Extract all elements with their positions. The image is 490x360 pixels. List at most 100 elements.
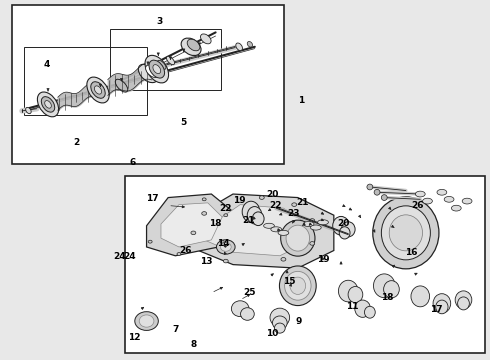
- Ellipse shape: [365, 306, 375, 318]
- Text: 18: 18: [381, 292, 393, 302]
- Ellipse shape: [381, 195, 387, 201]
- Text: 22: 22: [269, 202, 282, 210]
- Ellipse shape: [339, 280, 358, 302]
- Ellipse shape: [462, 198, 472, 204]
- Ellipse shape: [153, 65, 161, 73]
- Text: 17: 17: [430, 305, 442, 314]
- Ellipse shape: [384, 281, 399, 298]
- Ellipse shape: [181, 38, 201, 55]
- Text: 14: 14: [217, 238, 229, 248]
- Ellipse shape: [41, 96, 55, 112]
- Ellipse shape: [367, 184, 373, 190]
- Ellipse shape: [274, 323, 285, 333]
- Ellipse shape: [115, 79, 128, 92]
- Ellipse shape: [145, 55, 169, 83]
- Ellipse shape: [217, 240, 235, 254]
- Ellipse shape: [242, 201, 260, 222]
- Polygon shape: [179, 194, 334, 268]
- Ellipse shape: [455, 291, 472, 309]
- Text: 19: 19: [317, 255, 330, 264]
- Text: 9: 9: [295, 317, 302, 325]
- Ellipse shape: [444, 197, 454, 202]
- Text: 19: 19: [233, 197, 245, 205]
- Text: 21: 21: [243, 216, 255, 225]
- Text: 18: 18: [209, 219, 222, 228]
- Polygon shape: [204, 204, 305, 256]
- Ellipse shape: [241, 308, 254, 320]
- Ellipse shape: [373, 274, 395, 298]
- Ellipse shape: [278, 230, 289, 235]
- Text: 10: 10: [266, 328, 278, 338]
- Ellipse shape: [318, 220, 328, 225]
- Text: 12: 12: [128, 333, 141, 342]
- FancyBboxPatch shape: [125, 176, 485, 353]
- Ellipse shape: [339, 227, 350, 239]
- Ellipse shape: [303, 221, 314, 226]
- Text: 21: 21: [296, 198, 309, 207]
- Text: 22: 22: [219, 204, 232, 213]
- Ellipse shape: [281, 257, 286, 261]
- Ellipse shape: [281, 220, 315, 256]
- Text: 6: 6: [129, 158, 135, 167]
- Ellipse shape: [148, 240, 152, 243]
- Text: 7: 7: [172, 325, 179, 334]
- Ellipse shape: [157, 60, 166, 69]
- Ellipse shape: [202, 212, 207, 215]
- Ellipse shape: [436, 300, 448, 314]
- Text: 4: 4: [43, 60, 50, 69]
- Ellipse shape: [224, 214, 228, 217]
- Text: 8: 8: [191, 341, 196, 349]
- Text: 16: 16: [405, 248, 418, 257]
- Text: 11: 11: [345, 302, 358, 311]
- Polygon shape: [161, 203, 222, 247]
- Ellipse shape: [146, 65, 158, 77]
- Text: 13: 13: [199, 256, 212, 265]
- Text: 23: 23: [287, 209, 299, 217]
- Ellipse shape: [220, 240, 224, 243]
- Ellipse shape: [342, 222, 355, 237]
- Ellipse shape: [374, 189, 380, 195]
- Ellipse shape: [381, 206, 430, 260]
- Ellipse shape: [236, 43, 243, 51]
- Ellipse shape: [411, 286, 430, 307]
- Ellipse shape: [252, 212, 264, 226]
- Ellipse shape: [433, 294, 451, 313]
- Ellipse shape: [167, 56, 174, 65]
- Text: 20: 20: [337, 219, 349, 228]
- Ellipse shape: [45, 100, 51, 108]
- Ellipse shape: [271, 227, 282, 232]
- Text: 17: 17: [146, 194, 158, 203]
- Ellipse shape: [202, 198, 206, 201]
- Ellipse shape: [348, 287, 363, 303]
- Text: 24: 24: [114, 252, 126, 261]
- Ellipse shape: [187, 39, 200, 51]
- Ellipse shape: [437, 189, 447, 195]
- Ellipse shape: [355, 300, 370, 318]
- Ellipse shape: [290, 277, 306, 294]
- Ellipse shape: [286, 225, 310, 251]
- Ellipse shape: [259, 196, 264, 199]
- Ellipse shape: [95, 86, 101, 94]
- Ellipse shape: [25, 107, 31, 114]
- Ellipse shape: [285, 271, 311, 300]
- Ellipse shape: [138, 64, 158, 83]
- Ellipse shape: [91, 82, 105, 98]
- Text: 20: 20: [266, 190, 278, 199]
- Ellipse shape: [220, 243, 231, 251]
- Ellipse shape: [200, 34, 211, 44]
- Text: 26: 26: [179, 246, 192, 255]
- Ellipse shape: [149, 60, 165, 78]
- Polygon shape: [147, 194, 233, 256]
- Text: 3: 3: [156, 17, 162, 26]
- Text: 1: 1: [298, 96, 304, 105]
- Ellipse shape: [373, 197, 439, 269]
- Ellipse shape: [272, 316, 287, 330]
- Text: 24: 24: [123, 252, 136, 261]
- Ellipse shape: [191, 231, 196, 235]
- Text: 26: 26: [411, 202, 424, 210]
- Ellipse shape: [231, 301, 249, 317]
- Ellipse shape: [247, 207, 262, 224]
- Ellipse shape: [223, 259, 228, 263]
- Ellipse shape: [264, 223, 274, 228]
- Text: 25: 25: [244, 288, 256, 297]
